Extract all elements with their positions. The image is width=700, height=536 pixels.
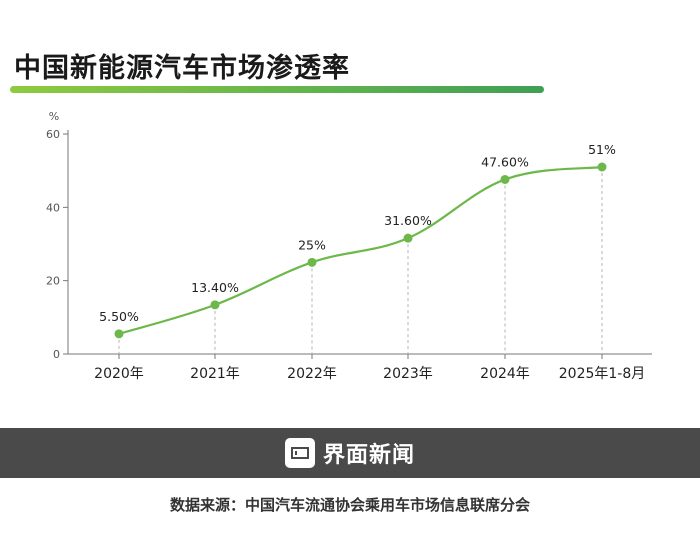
data-label: 5.50% xyxy=(99,309,139,324)
x-tick-label: 2023年 xyxy=(383,366,433,382)
data-label: 47.60% xyxy=(481,154,529,169)
window-frame-icon xyxy=(284,438,315,468)
title-underline-bar xyxy=(10,86,544,93)
data-label: 51% xyxy=(588,142,616,157)
x-tick-label: 2025年1-8月 xyxy=(559,366,646,382)
series-line xyxy=(118,165,603,335)
x-tick-label: 2024年 xyxy=(480,366,530,382)
y-tick-label: 0 xyxy=(53,348,60,361)
x-tick-label: 2020年 xyxy=(94,366,144,382)
data-point xyxy=(597,162,607,172)
line-chart: % 0 20 40 60 2020年 2021年 2022年 2023年 2024年 2025年1-… xyxy=(46,110,652,382)
x-tick-label: 2021年 xyxy=(190,366,240,382)
brand-name: 界面新闻 xyxy=(322,443,415,468)
x-tick-label: 2022年 xyxy=(287,366,337,382)
brand-footer-bar: 界面新闻 xyxy=(0,428,700,478)
data-point xyxy=(210,300,220,310)
data-point xyxy=(403,233,413,243)
y-tick-label: 40 xyxy=(46,201,60,214)
data-source-note: 数据来源：中国汽车流通协会乘用车市场信息联席分会 xyxy=(169,496,530,514)
y-tick-label: 20 xyxy=(46,275,60,288)
data-point xyxy=(500,174,510,184)
chart-title: 中国新能源汽车市场渗透率 xyxy=(14,53,350,84)
data-point xyxy=(114,329,124,339)
y-axis-unit-label: % xyxy=(49,110,59,123)
data-label: 31.60% xyxy=(384,213,432,228)
y-tick-label: 60 xyxy=(46,128,60,141)
data-point xyxy=(307,257,317,267)
data-label: 25% xyxy=(298,237,326,252)
data-label: 13.40% xyxy=(191,280,239,295)
